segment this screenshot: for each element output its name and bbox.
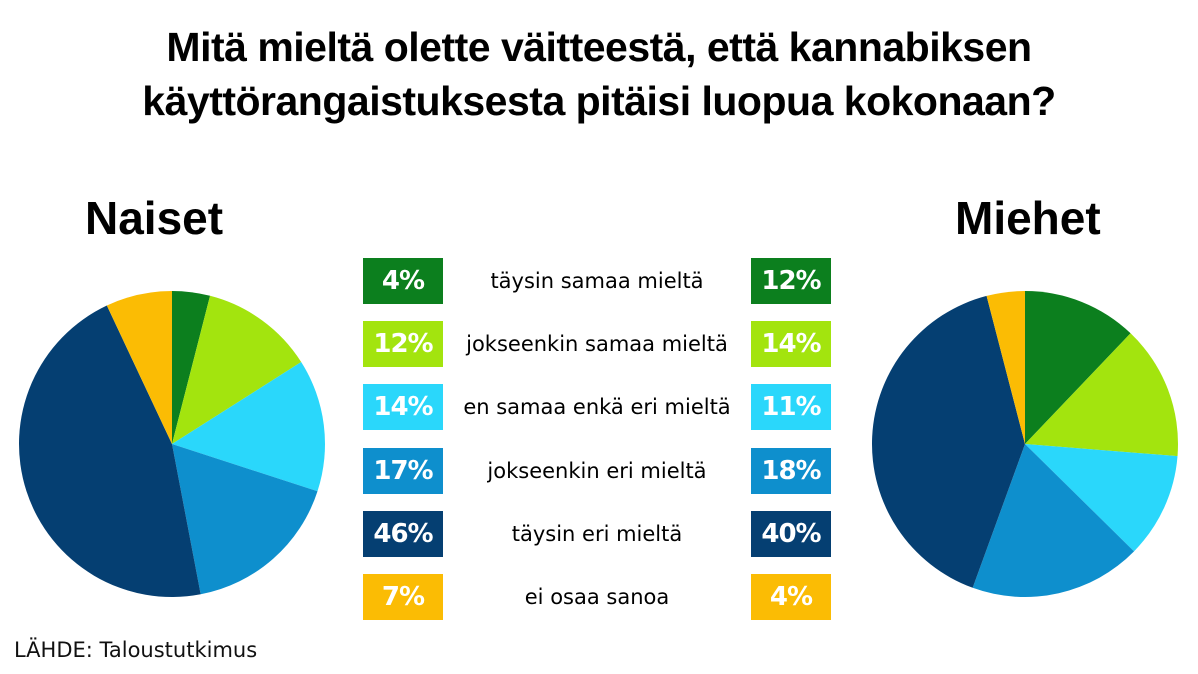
naiset-slice-2 [172,295,302,444]
legend-category-label: täysin eri mieltä [511,521,683,546]
naiset-value-label: 14% [363,384,443,431]
miehet-value-label: 11% [751,384,831,431]
legend-category-label: jokseenkin eri mieltä [487,458,707,483]
miehet-pie-chart [871,291,1179,597]
naiset-value-label: 4% [363,258,443,304]
legend-row: 4% täysin samaa mieltä 12% [0,258,1198,304]
legend-row: 17% jokseenkin eri mieltä 18% [0,447,1198,494]
legend-category-label: jokseenkin samaa mieltä [466,332,728,357]
naiset-value-label: 46% [363,510,443,557]
naiset-value-label: 12% [363,321,443,368]
source-note: LÄHDE: Taloustutkimus [14,638,258,662]
miehet-value-label: 18% [751,447,831,494]
legend-category-label: en samaa enkä eri mieltä [463,395,731,420]
miehet-value-label: 14% [751,321,831,368]
title-line-1: Mitä mieltä olette väitteestä, että kann… [166,24,1032,70]
naiset-value-label: 7% [363,574,443,620]
miehet-slice-4 [972,444,1135,597]
title-line-2: käyttörangaistuksesta pitäisi luopua kok… [142,78,1056,124]
legend-row: 12% jokseenkin samaa mieltä 14% [0,321,1198,368]
legend-row: 46% täysin eri mieltä 40% [0,510,1198,557]
naiset-label: Naiset [85,192,224,244]
miehet-slice-6 [986,291,1025,444]
miehet-value-label: 12% [751,258,831,304]
naiset-slice-4 [172,444,318,595]
naiset-slice-3 [172,362,325,492]
naiset-slice-6 [106,291,172,444]
legend-row: 7% ei osaa sanoa 4% [0,574,1198,620]
miehet-slice-2 [1025,333,1179,457]
chart-title: Mitä mieltä olette väitteestä, että kann… [0,20,1198,128]
naiset-slice-5 [19,305,201,597]
naiset-slice-1 [172,291,211,444]
miehet-label: Miehet [955,192,1101,244]
legend-category-label: täysin samaa mieltä [490,269,704,293]
miehet-value-label: 40% [751,510,831,557]
naiset-value-label: 17% [363,447,443,494]
legend-category-label: ei osaa sanoa [524,585,670,609]
legend-row: 14% en samaa enkä eri mieltä 11% [0,384,1198,431]
miehet-slice-1 [1025,291,1131,444]
naiset-pie-chart [19,291,325,597]
miehet-value-label: 4% [751,574,831,620]
miehet-slice-5 [871,295,1025,588]
miehet-slice-3 [1025,444,1178,552]
